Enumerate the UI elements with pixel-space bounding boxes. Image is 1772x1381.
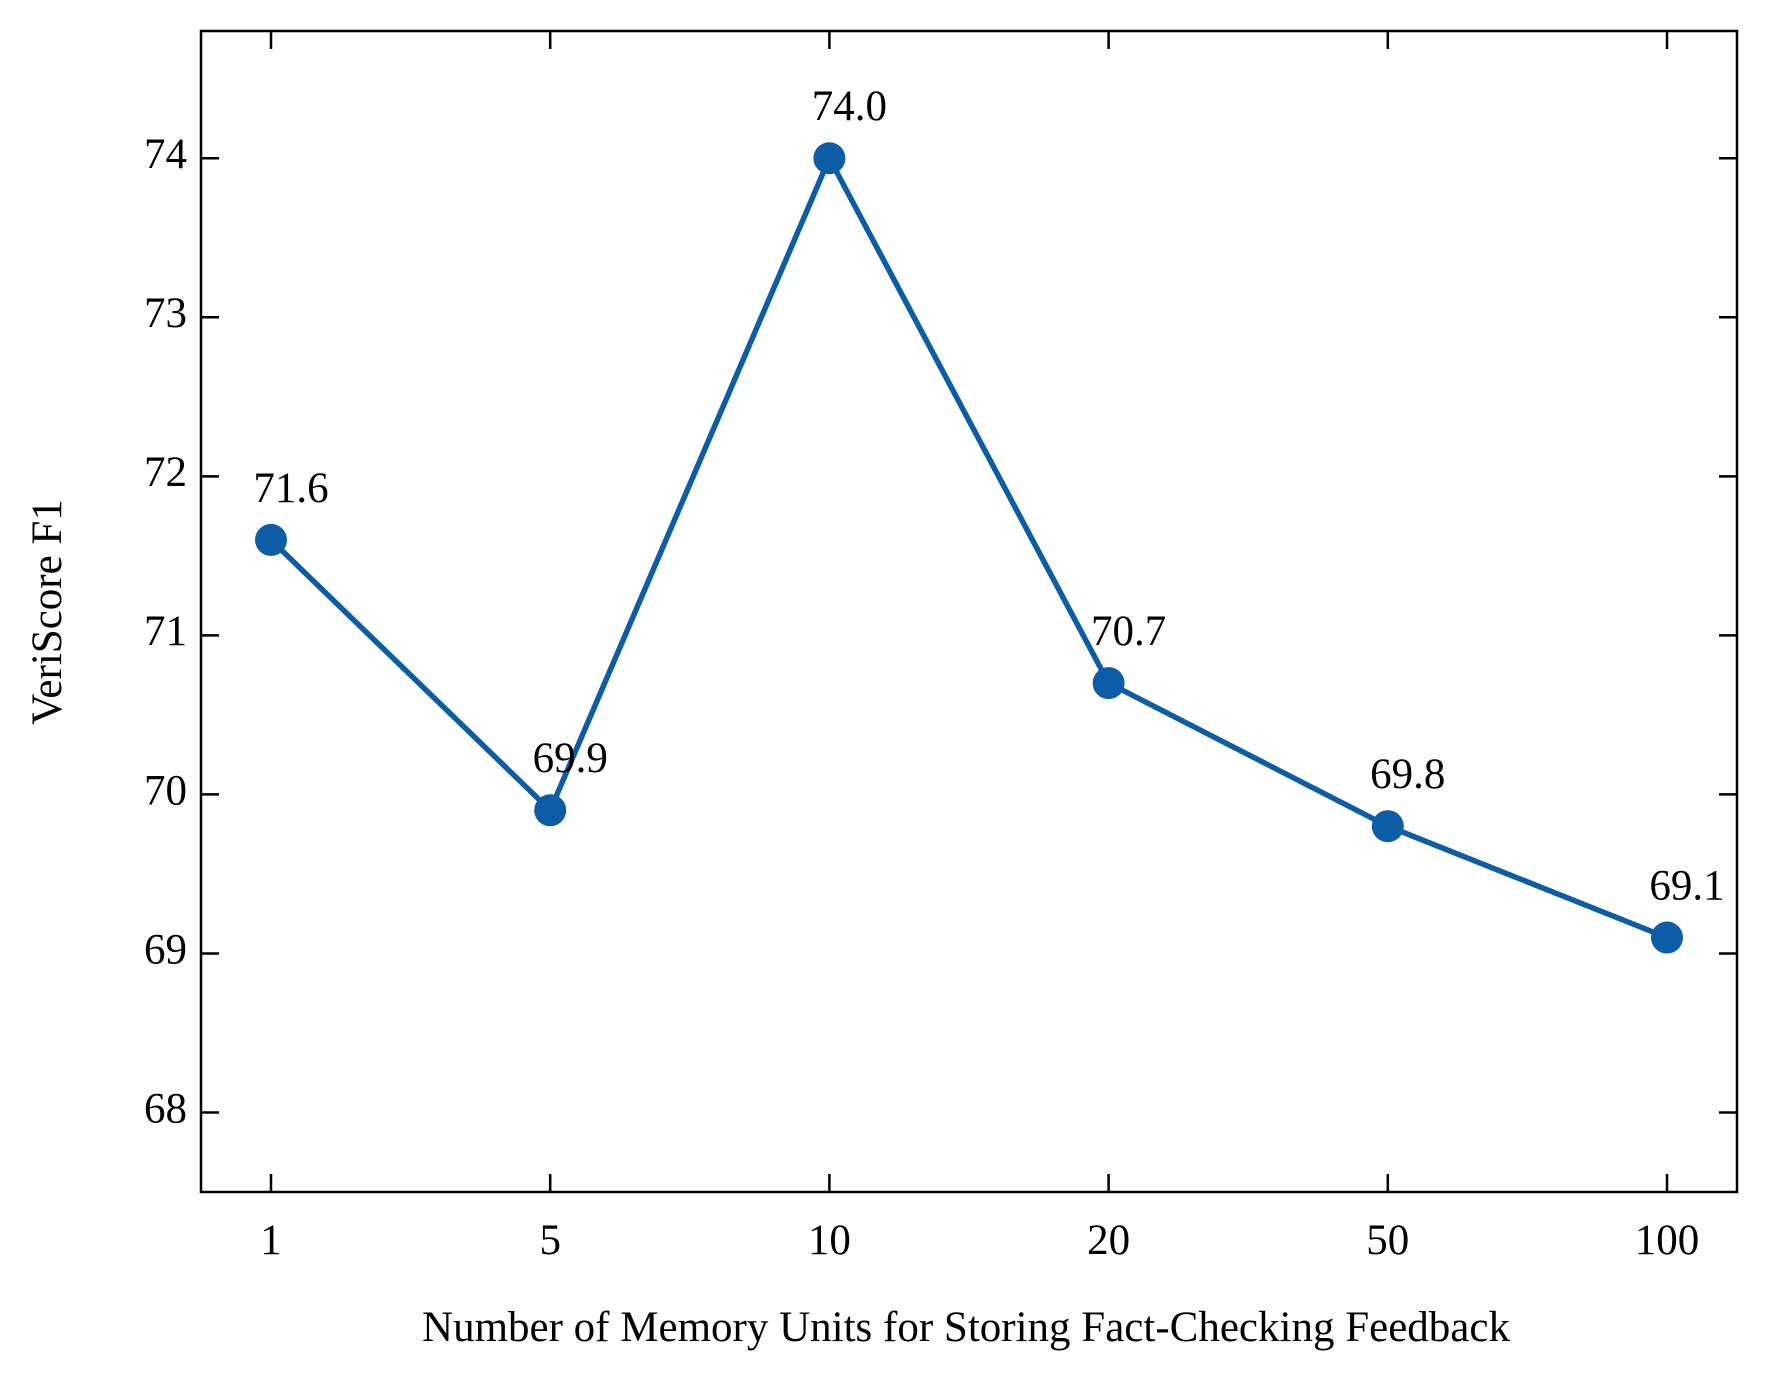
y-tick-label: 72 — [144, 449, 187, 496]
y-tick-label: 74 — [144, 131, 187, 178]
data-label: 69.1 — [1649, 862, 1724, 909]
data-label: 69.8 — [1370, 751, 1445, 798]
plot-frame — [199, 29, 1739, 1194]
x-tick-label: 10 — [808, 1217, 851, 1264]
data-point — [813, 142, 846, 175]
y-tick-label: 70 — [144, 767, 187, 814]
x-tick-label: 1 — [260, 1217, 282, 1264]
data-point — [1092, 667, 1125, 700]
y-tick-label: 69 — [144, 926, 187, 973]
y-tick-label: 71 — [144, 608, 187, 655]
data-label: 70.7 — [1091, 608, 1166, 655]
x-tick-label: 100 — [1635, 1217, 1700, 1264]
data-label: 74.0 — [812, 83, 887, 130]
y-axis-label: VeriScore F1 — [24, 499, 71, 725]
data-point — [534, 794, 567, 827]
data-label: 71.6 — [253, 465, 328, 512]
x-tick-label: 5 — [539, 1217, 561, 1264]
data-label: 69.9 — [533, 735, 608, 782]
data-point — [1371, 810, 1404, 843]
data-point — [1651, 921, 1683, 954]
x-axis-label: Number of Memory Units for Storing Fact-… — [422, 1304, 1510, 1351]
y-tick-label: 68 — [144, 1085, 187, 1132]
x-tick-label: 20 — [1087, 1217, 1130, 1264]
x-tick-label: 50 — [1366, 1217, 1409, 1264]
data-point — [255, 523, 287, 556]
data-line — [269, 155, 1669, 941]
y-tick-label: 73 — [144, 290, 187, 337]
